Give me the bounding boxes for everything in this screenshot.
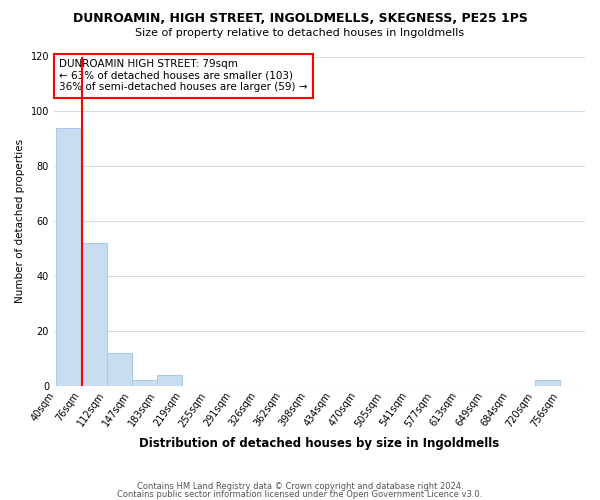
Text: DUNROAMIN, HIGH STREET, INGOLDMELLS, SKEGNESS, PE25 1PS: DUNROAMIN, HIGH STREET, INGOLDMELLS, SKE…: [73, 12, 527, 26]
Text: Contains HM Land Registry data © Crown copyright and database right 2024.: Contains HM Land Registry data © Crown c…: [137, 482, 463, 491]
Bar: [535, 380, 560, 386]
Bar: [82, 243, 107, 386]
Text: Contains public sector information licensed under the Open Government Licence v3: Contains public sector information licen…: [118, 490, 482, 499]
Y-axis label: Number of detached properties: Number of detached properties: [15, 139, 25, 303]
Bar: [107, 353, 132, 386]
X-axis label: Distribution of detached houses by size in Ingoldmells: Distribution of detached houses by size …: [139, 437, 500, 450]
Text: Size of property relative to detached houses in Ingoldmells: Size of property relative to detached ho…: [136, 28, 464, 38]
Bar: [132, 380, 157, 386]
Bar: [56, 128, 82, 386]
Text: DUNROAMIN HIGH STREET: 79sqm
← 63% of detached houses are smaller (103)
36% of s: DUNROAMIN HIGH STREET: 79sqm ← 63% of de…: [59, 59, 308, 92]
Bar: [157, 374, 182, 386]
